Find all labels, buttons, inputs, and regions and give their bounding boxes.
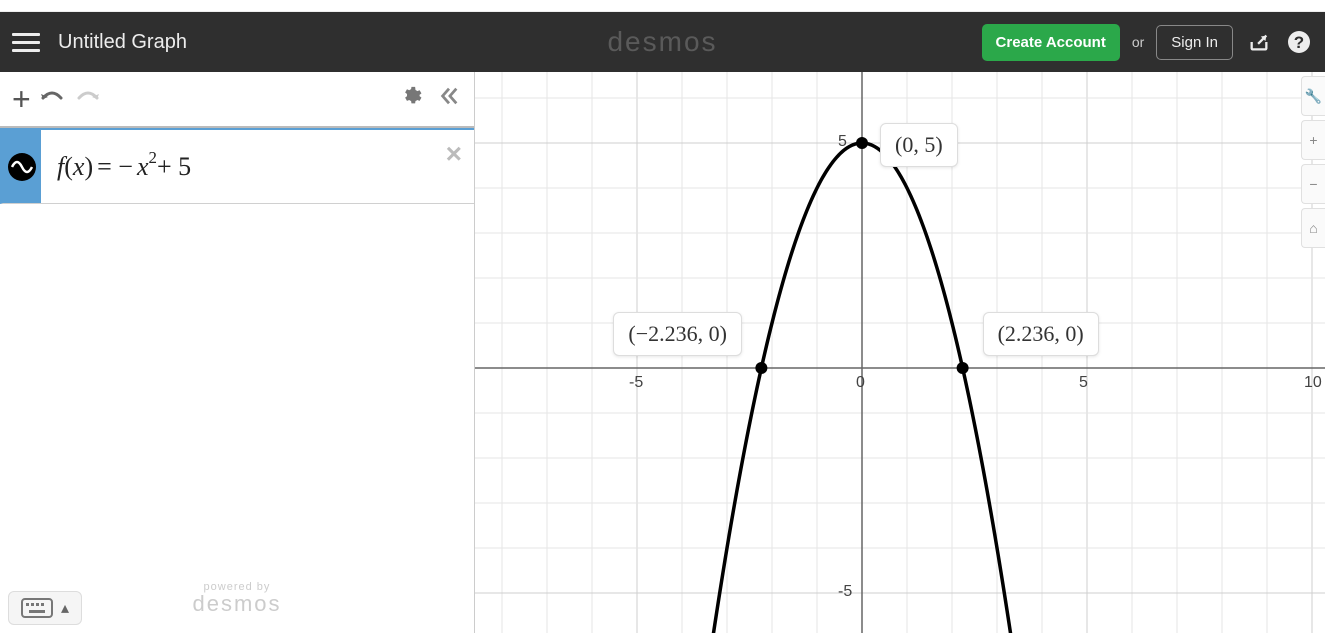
collapse-sidebar-icon[interactable] [438, 85, 460, 114]
browser-chrome-strip [0, 0, 1325, 12]
help-icon[interactable]: ? [1285, 28, 1313, 56]
delete-expression-icon[interactable]: × [446, 138, 462, 170]
app-header: Untitled Graph desmos Create Account or … [0, 12, 1325, 72]
header-actions: Create Account or Sign In ? [982, 24, 1313, 61]
share-icon[interactable] [1245, 28, 1273, 56]
expr-eq: = − [97, 152, 133, 182]
x-axis-tick-label: -5 [629, 374, 643, 392]
chevron-up-icon: ▴ [61, 598, 69, 618]
expression-row[interactable]: f(x) = −x2 + 5 × [0, 128, 474, 204]
wave-icon [8, 153, 36, 181]
expr-func: f [57, 152, 64, 182]
point-label: (0, 5) [880, 123, 958, 167]
keyboard-toggle-button[interactable]: ▴ [8, 591, 82, 625]
expr-arg: x [73, 152, 85, 182]
x-axis-tick-label: 0 [856, 374, 865, 392]
graph-canvas[interactable]: 🔧 + − ⌂ -5 0 5 10 -5 5 (−2.236, 0) (2.236, 0) (0… [475, 72, 1325, 633]
main-content: + f(x) [0, 72, 1325, 633]
powered-by: powered by desmos [192, 581, 281, 617]
add-expression-button[interactable]: + [12, 83, 31, 115]
expr-exp: 2 [149, 148, 157, 168]
brand-logo: desmos [607, 26, 717, 58]
expression-color-swatch[interactable] [3, 130, 41, 203]
sign-in-button[interactable]: Sign In [1156, 25, 1233, 60]
y-axis-tick-label: -5 [838, 583, 852, 601]
point-label: (2.236, 0) [983, 312, 1099, 356]
undo-icon[interactable] [39, 85, 65, 113]
graph-title[interactable]: Untitled Graph [58, 31, 187, 54]
settings-gear-icon[interactable] [400, 85, 422, 113]
zoom-in-icon[interactable]: + [1301, 120, 1325, 160]
x-axis-tick-label: 5 [1079, 374, 1088, 392]
menu-hamburger-icon[interactable] [12, 28, 40, 56]
expression-input[interactable]: f(x) = −x2 + 5 [41, 130, 474, 203]
expression-sidebar: + f(x) [0, 72, 475, 633]
sidebar-toolbar: + [0, 72, 474, 128]
home-zoom-icon[interactable]: ⌂ [1301, 208, 1325, 248]
create-account-button[interactable]: Create Account [982, 24, 1120, 61]
zoom-out-icon[interactable]: − [1301, 164, 1325, 204]
or-label: or [1132, 34, 1144, 50]
graph-tools: 🔧 + − ⌂ [1301, 76, 1325, 248]
x-axis-tick-label: 10 [1304, 374, 1322, 392]
expr-tail: + 5 [157, 152, 191, 182]
svg-text:?: ? [1294, 33, 1304, 52]
expr-var: x [137, 152, 149, 182]
point-label: (−2.236, 0) [613, 312, 742, 356]
y-axis-tick-label: 5 [838, 133, 847, 151]
redo-icon[interactable] [75, 85, 101, 113]
wrench-icon[interactable]: 🔧 [1301, 76, 1325, 116]
powered-brand: desmos [192, 591, 281, 617]
keyboard-icon [21, 598, 53, 618]
